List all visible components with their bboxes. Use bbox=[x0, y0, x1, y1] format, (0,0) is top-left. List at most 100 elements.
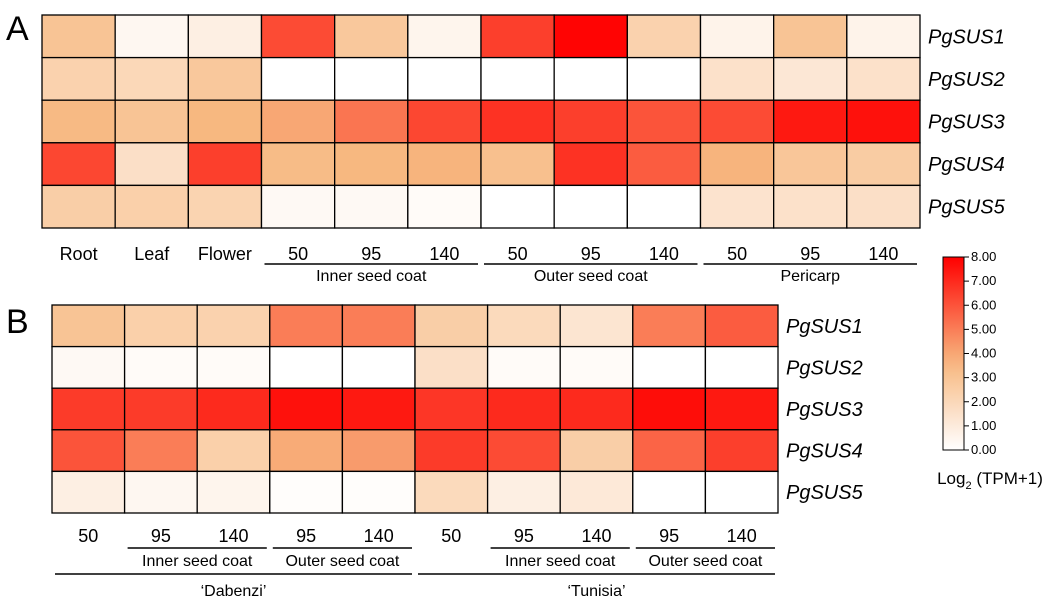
cell-PgSUS2-4 bbox=[334, 56, 409, 101]
cell-PgSUS2-8 bbox=[632, 345, 707, 389]
cell-PgSUS5-2 bbox=[187, 184, 263, 229]
column-label: 95 bbox=[361, 244, 381, 264]
cell-PgSUS2-9 bbox=[704, 345, 779, 389]
cell-PgSUS4-6 bbox=[480, 142, 555, 187]
column-label: 140 bbox=[364, 526, 394, 546]
cell-PgSUS3-1 bbox=[114, 99, 189, 144]
row-label: PgSUS4 bbox=[928, 154, 1005, 176]
cell-PgSUS5-6 bbox=[480, 184, 555, 229]
column-label: 95 bbox=[296, 526, 316, 546]
cell-PgSUS4-9 bbox=[704, 429, 779, 473]
cell-PgSUS2-1 bbox=[114, 56, 189, 101]
cell-PgSUS1-1 bbox=[123, 304, 198, 348]
cell-PgSUS4-5 bbox=[407, 142, 482, 187]
row-label: PgSUS1 bbox=[928, 26, 1005, 48]
cell-PgSUS3-9 bbox=[704, 387, 779, 431]
column-label: 95 bbox=[800, 244, 820, 264]
cell-PgSUS5-11 bbox=[846, 184, 921, 229]
cell-PgSUS1-3 bbox=[269, 304, 344, 348]
column-label: Root bbox=[60, 244, 98, 264]
cell-PgSUS5-0 bbox=[51, 470, 126, 514]
colorbar-tick-label: 6.00 bbox=[971, 297, 996, 312]
cell-PgSUS1-5 bbox=[414, 304, 489, 348]
row-label: PgSUS5 bbox=[928, 197, 1006, 219]
cell-PgSUS1-2 bbox=[187, 14, 263, 59]
cell-PgSUS4-4 bbox=[334, 142, 409, 187]
cell-PgSUS1-3 bbox=[260, 14, 336, 59]
cell-PgSUS3-11 bbox=[846, 99, 921, 144]
cell-PgSUS3-5 bbox=[414, 387, 489, 431]
cell-PgSUS3-0 bbox=[51, 387, 126, 431]
cell-PgSUS4-0 bbox=[41, 142, 116, 187]
row-label: PgSUS2 bbox=[928, 69, 1005, 91]
row-label: PgSUS3 bbox=[928, 112, 1005, 134]
cell-PgSUS3-9 bbox=[699, 99, 775, 144]
cell-PgSUS1-9 bbox=[704, 304, 779, 348]
column-label: 95 bbox=[581, 244, 601, 264]
tissue-group-label: Outer seed coat bbox=[534, 268, 648, 285]
colorbar-tick-label: 0.00 bbox=[971, 442, 996, 457]
cell-PgSUS3-4 bbox=[341, 387, 416, 431]
cell-PgSUS4-1 bbox=[114, 142, 189, 187]
cell-PgSUS5-4 bbox=[334, 184, 409, 229]
row-label: PgSUS1 bbox=[786, 316, 863, 338]
cell-PgSUS5-6 bbox=[486, 470, 561, 514]
cell-PgSUS4-0 bbox=[51, 429, 126, 473]
cell-PgSUS4-6 bbox=[486, 429, 561, 473]
column-label: 50 bbox=[288, 244, 308, 264]
column-label: 95 bbox=[659, 526, 679, 546]
cell-PgSUS3-3 bbox=[269, 387, 344, 431]
column-label: 140 bbox=[581, 526, 611, 546]
column-label: 140 bbox=[727, 526, 757, 546]
cell-PgSUS2-7 bbox=[553, 56, 628, 101]
cell-PgSUS2-7 bbox=[559, 345, 634, 389]
cell-PgSUS5-3 bbox=[269, 470, 344, 514]
cell-PgSUS5-10 bbox=[773, 184, 848, 229]
cell-PgSUS3-6 bbox=[480, 99, 555, 144]
colorbar-tick-label: 1.00 bbox=[971, 418, 996, 433]
panel-a-letter: A bbox=[6, 10, 29, 48]
cell-PgSUS4-7 bbox=[559, 429, 634, 473]
column-label: 140 bbox=[429, 244, 459, 264]
cell-PgSUS1-8 bbox=[626, 14, 702, 59]
cell-PgSUS2-3 bbox=[269, 345, 344, 389]
column-label: 140 bbox=[649, 244, 679, 264]
cell-PgSUS2-5 bbox=[407, 56, 482, 101]
cultivar-group-label: ‘Tunisia’ bbox=[567, 583, 625, 600]
cell-PgSUS1-5 bbox=[407, 14, 482, 59]
column-label: Flower bbox=[198, 244, 252, 264]
tissue-group-label: Outer seed coat bbox=[285, 553, 399, 570]
cell-PgSUS5-4 bbox=[341, 470, 416, 514]
column-label: 95 bbox=[514, 526, 534, 546]
cell-PgSUS4-5 bbox=[414, 429, 489, 473]
panel-a-heatmap: PgSUS1 PgSUS2 PgSUS3 PgSUS4 PgSUS5 Root Leaf Fl… bbox=[41, 14, 1006, 285]
cell-PgSUS3-4 bbox=[334, 99, 409, 144]
cell-PgSUS3-5 bbox=[407, 99, 482, 144]
cell-PgSUS4-2 bbox=[196, 429, 271, 473]
cell-PgSUS3-0 bbox=[41, 99, 116, 144]
cell-PgSUS4-8 bbox=[632, 429, 707, 473]
column-label: 50 bbox=[441, 526, 461, 546]
cell-PgSUS1-7 bbox=[553, 14, 628, 59]
cell-PgSUS2-0 bbox=[51, 345, 126, 389]
cell-PgSUS5-8 bbox=[626, 184, 702, 229]
cell-PgSUS5-8 bbox=[632, 470, 707, 514]
cell-PgSUS1-8 bbox=[632, 304, 707, 348]
cell-PgSUS2-6 bbox=[480, 56, 555, 101]
cell-PgSUS4-3 bbox=[269, 429, 344, 473]
cell-PgSUS4-3 bbox=[260, 142, 336, 187]
tissue-group-label: Pericarp bbox=[780, 268, 840, 285]
cell-PgSUS4-1 bbox=[123, 429, 198, 473]
cell-PgSUS3-8 bbox=[626, 99, 702, 144]
cell-PgSUS1-0 bbox=[51, 304, 126, 348]
colorbar-tick-label: 3.00 bbox=[971, 370, 996, 385]
column-label: 50 bbox=[727, 244, 747, 264]
colorbar-gradient bbox=[942, 256, 965, 451]
cell-PgSUS4-4 bbox=[341, 429, 416, 473]
cell-PgSUS3-2 bbox=[196, 387, 271, 431]
cell-PgSUS5-7 bbox=[553, 184, 628, 229]
cell-PgSUS1-7 bbox=[559, 304, 634, 348]
cell-PgSUS3-3 bbox=[260, 99, 336, 144]
colorbar-tick-label: 5.00 bbox=[971, 321, 996, 336]
